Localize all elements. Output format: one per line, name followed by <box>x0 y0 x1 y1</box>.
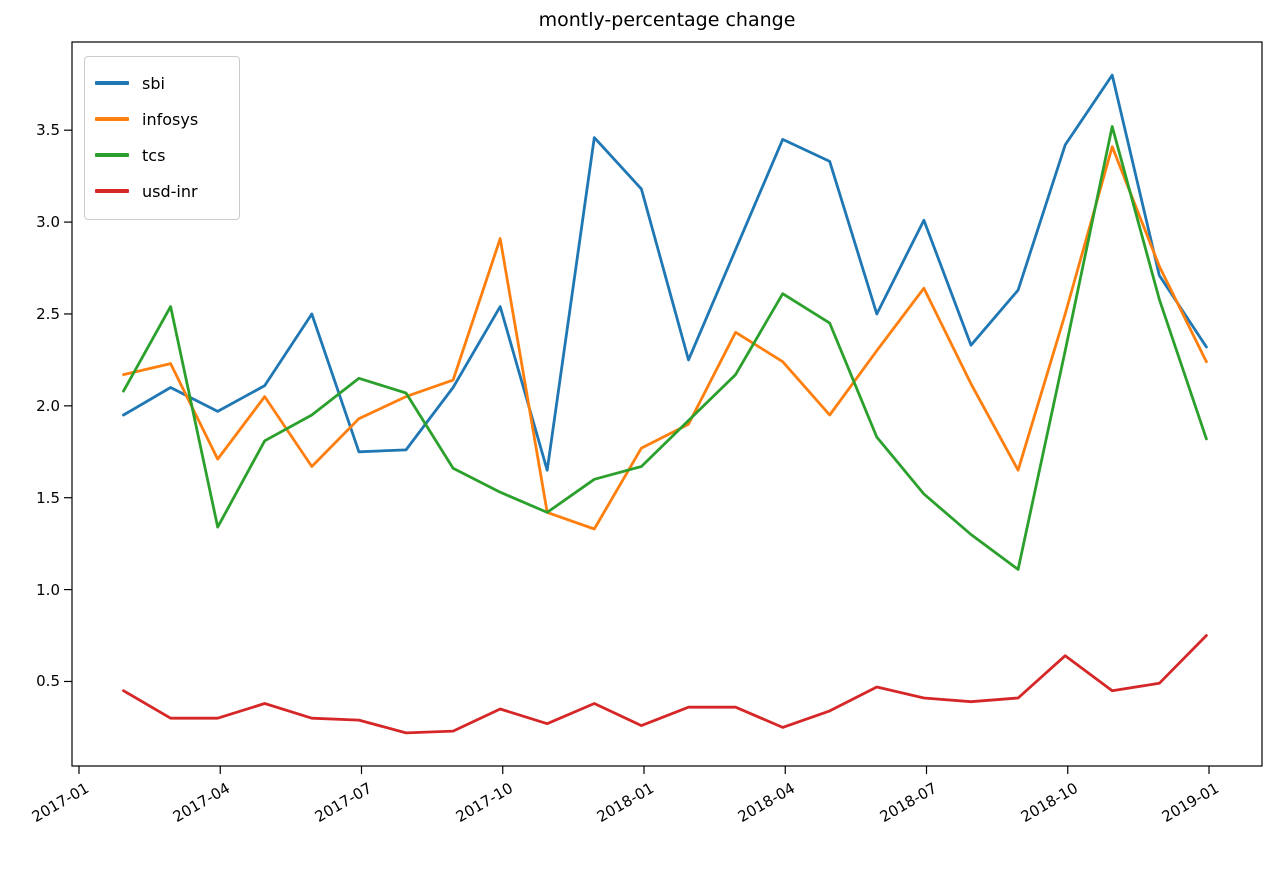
y-tick-label: 1.5 <box>36 488 60 507</box>
series-line-sbi <box>122 73 1208 472</box>
y-tick-label: 3.0 <box>36 213 60 232</box>
legend-swatch-sbi <box>95 81 129 85</box>
legend-label: sbi <box>142 73 165 93</box>
chart-title: montly-percentage change <box>538 9 796 31</box>
legend: sbi infosys tcs usd-inr <box>84 56 240 220</box>
y-tick-label: 0.5 <box>36 672 60 691</box>
y-tick-label: 2.0 <box>36 396 60 415</box>
series-line-usd-inr <box>122 634 1208 735</box>
y-tick-label: 3.5 <box>36 121 60 140</box>
legend-item-infosys: infosys <box>95 101 229 137</box>
legend-label: tcs <box>142 145 166 165</box>
legend-swatch-usd-inr <box>95 189 129 193</box>
legend-swatch-tcs <box>95 153 129 157</box>
y-tick-label: 2.5 <box>36 304 60 323</box>
legend-swatch-infosys <box>95 117 129 121</box>
plot-border <box>71 41 1263 767</box>
legend-label: infosys <box>142 109 199 129</box>
legend-item-usd-inr: usd-inr <box>95 173 229 209</box>
series-line-tcs <box>122 125 1208 571</box>
y-tick-label: 1.0 <box>36 580 60 599</box>
legend-item-tcs: tcs <box>95 137 229 173</box>
legend-item-sbi: sbi <box>95 65 229 101</box>
legend-label: usd-inr <box>142 181 198 201</box>
series-line-infosys <box>122 145 1208 531</box>
